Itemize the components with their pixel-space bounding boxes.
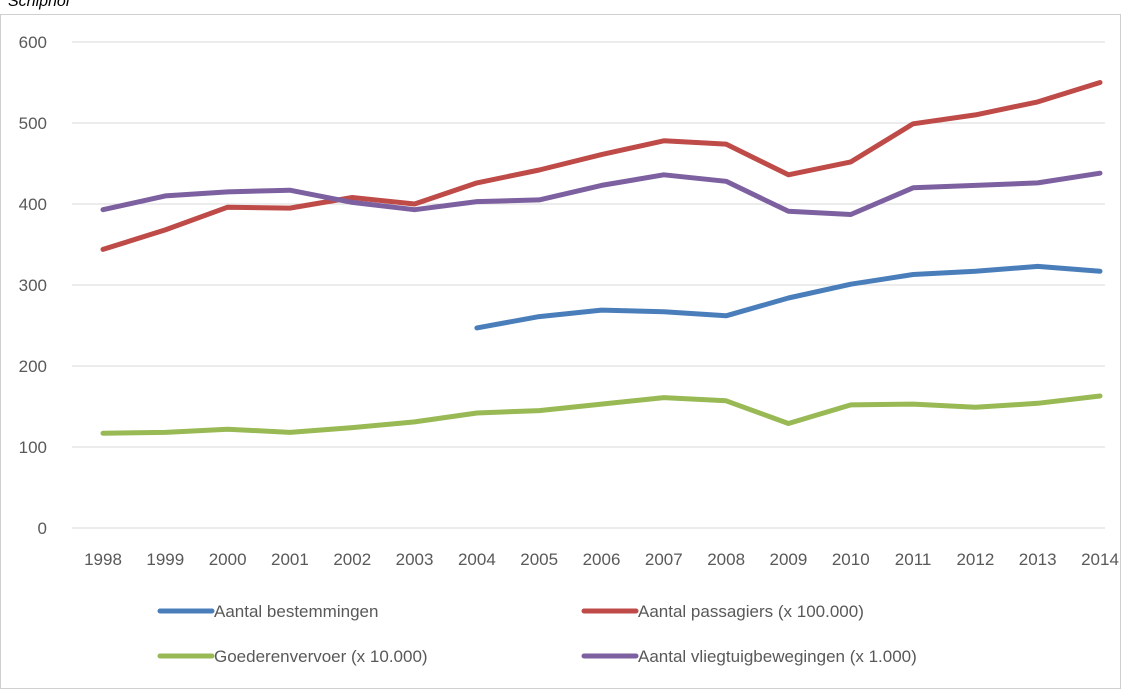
series-line-0 [474,263,1103,331]
x-tick-label: 2001 [271,550,309,569]
gridlines [72,41,1105,529]
x-tick-label: 2008 [707,550,745,569]
x-tick-label: 2012 [956,550,994,569]
x-tick-label: 2002 [333,550,371,569]
x-tick-label: 2007 [645,550,683,569]
chart-frame [0,14,1121,689]
x-tick-label: 2009 [770,550,808,569]
series-line-3 [100,170,1103,217]
y-tick-label: 500 [19,114,47,133]
x-tick-label: 2014 [1081,550,1119,569]
x-tick-label: 2006 [583,550,621,569]
y-tick-label: 100 [19,438,47,457]
series-lines [100,80,1103,436]
y-tick-label: 200 [19,357,47,376]
x-tick-label: 2003 [396,550,434,569]
x-tick-label: 1998 [84,550,122,569]
y-tick-label: 600 [19,33,47,52]
x-tick-label: 2004 [458,550,496,569]
x-tick-label: 2011 [895,550,932,569]
x-axis-ticks: 1998 1999 2000 2001 2002 2003 2004 2005 2006 2007… [84,550,1119,569]
x-tick-label: 2013 [1019,550,1057,569]
x-tick-label: 2005 [520,550,558,569]
chart-title: Schiphol [8,0,70,10]
y-axis-ticks: 0 100 200 300 400 500 600 [19,33,47,538]
legend: Aantal bestemmingen Aantal passagiers (x … [157,602,917,666]
legend-label-0: Aantal bestemmingen [214,602,378,621]
x-tick-label: 2000 [209,550,247,569]
legend-label-3: Aantal vliegtuigbewegingen (x 1.000) [638,647,917,666]
y-tick-label: 0 [38,519,47,538]
legend-label-1: Aantal passagiers (x 100.000) [638,602,864,621]
y-tick-label: 400 [19,195,47,214]
x-tick-label: 2010 [832,550,870,569]
series-line-2 [100,393,1103,436]
x-tick-label: 1999 [146,550,184,569]
legend-label-2: Goederenvervoer (x 10.000) [214,647,428,666]
series-line-1 [100,80,1103,252]
y-tick-label: 300 [19,276,47,295]
